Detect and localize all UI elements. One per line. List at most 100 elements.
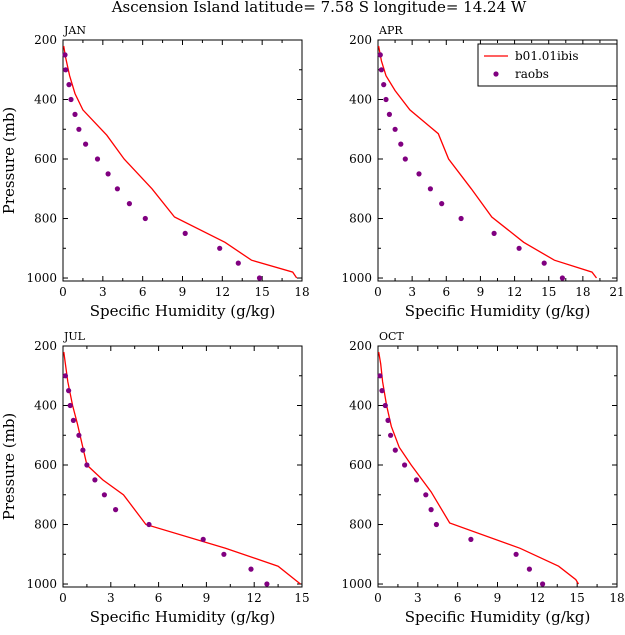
x-tick-label: 12 <box>507 285 522 299</box>
x-tick-label: 12 <box>215 285 230 299</box>
obs-point <box>248 566 254 572</box>
y-tick-label: 600 <box>34 458 57 472</box>
panel-label: OCT <box>379 330 404 343</box>
y-tick-label: 1000 <box>26 577 57 591</box>
obs-point <box>62 373 68 379</box>
obs-point <box>423 492 429 498</box>
figure-title: Ascension Island latitude= 7.58 S longit… <box>111 0 527 16</box>
obs-point <box>83 141 89 147</box>
obs-point <box>468 536 474 543</box>
legend: b01.01ibis raobs <box>477 43 618 87</box>
obs-point <box>428 507 434 513</box>
y-tick-label: 400 <box>349 93 372 107</box>
obs-point <box>67 402 73 409</box>
obs-point <box>433 521 439 528</box>
obs-point <box>126 201 132 207</box>
x-tick-label: 12 <box>247 591 262 605</box>
y-tick-label: 800 <box>34 518 57 532</box>
x-tick-label: 9 <box>203 591 211 605</box>
obs-point <box>378 67 384 73</box>
x-tick-label: 15 <box>541 285 556 299</box>
y-tick-label: 800 <box>349 212 372 226</box>
plot-frame <box>377 345 618 588</box>
obs-point <box>379 388 385 394</box>
x-tick-label: 3 <box>99 285 107 299</box>
model-profile-line <box>377 45 598 279</box>
obs-point <box>221 551 227 557</box>
obs-point <box>200 536 206 543</box>
x-tick-label: 15 <box>570 591 585 605</box>
obs-point <box>76 432 82 438</box>
obs-point <box>513 551 519 557</box>
x-axis-label: Specific Humidity (g/kg) <box>405 302 591 320</box>
x-tick-label: 0 <box>374 285 382 299</box>
x-tick-label: 6 <box>442 285 450 299</box>
obs-point <box>114 186 120 192</box>
obs-point <box>142 215 148 222</box>
y-axis-label: Pressure (mb) <box>0 107 18 215</box>
obs-point <box>80 447 86 453</box>
panel-label: APR <box>378 24 403 37</box>
y-tick-label: 800 <box>34 212 57 226</box>
obs-point <box>439 201 445 207</box>
obs-point <box>383 96 389 103</box>
obs-point <box>413 477 420 483</box>
obs-point <box>427 186 433 192</box>
x-axis-label: Specific Humidity (g/kg) <box>405 608 591 626</box>
obs-point <box>72 111 78 117</box>
plot-frame <box>62 345 303 588</box>
obs-point <box>66 82 72 88</box>
obs-point <box>92 477 98 483</box>
obs-point <box>235 260 241 266</box>
obs-point <box>559 275 566 281</box>
y-tick-label: 1000 <box>26 271 57 285</box>
panel-jul: 0 3 6 9 12 15 200 400 600 800 1000 JUL Specific Humi… <box>0 330 310 626</box>
x-tick-label: 3 <box>107 591 115 605</box>
legend-label-model: b01.01ibis <box>515 49 579 63</box>
obs-point <box>377 373 383 379</box>
x-tick-label: 21 <box>609 285 624 299</box>
obs-point <box>398 141 404 147</box>
x-tick-label: 6 <box>139 285 147 299</box>
obs-point <box>381 82 387 88</box>
y-tick-label: 200 <box>349 339 372 353</box>
x-tick-label: 3 <box>414 591 422 605</box>
obs-point <box>388 432 394 438</box>
y-axis-label: Pressure (mb) <box>0 413 18 521</box>
obs-point <box>146 521 152 528</box>
x-tick-label: 6 <box>155 591 163 605</box>
obs-point <box>491 230 497 236</box>
obs-point <box>70 417 76 423</box>
y-tick-label: 200 <box>34 33 57 47</box>
obs-point <box>68 96 74 103</box>
y-tick-label: 400 <box>34 93 57 107</box>
obs-point <box>526 566 533 572</box>
x-tick-label: 12 <box>530 591 545 605</box>
obs-point <box>62 52 68 58</box>
panel-apr: 0 3 6 9 12 15 18 21 200 400 600 800 1000 APR Specific … <box>341 24 624 320</box>
obs-point <box>392 126 398 132</box>
x-axis-label: Specific Humidity (g/kg) <box>90 302 276 320</box>
obs-point <box>256 275 263 281</box>
panel-label: JUL <box>63 330 86 343</box>
obs-point <box>101 492 107 498</box>
obs-point <box>63 67 69 73</box>
panel-oct: 0 3 6 9 12 15 18 200 400 600 800 1000 OCT Specific Hu… <box>341 330 624 626</box>
obs-point <box>182 230 188 236</box>
model-profile-line <box>63 351 301 585</box>
model-profile-line <box>378 351 580 585</box>
x-tick-label: 9 <box>494 591 502 605</box>
obs-point <box>66 388 72 394</box>
obs-point <box>402 156 408 162</box>
panel-jan: 0 3 6 9 12 15 18 200 400 600 800 1000 JAN Specific Hu… <box>0 24 310 320</box>
obs-point <box>217 245 223 251</box>
obs-point <box>382 402 388 409</box>
obs-point <box>416 171 422 177</box>
x-tick-label: 9 <box>477 285 485 299</box>
x-tick-label: 0 <box>374 591 382 605</box>
obs-point <box>386 111 392 117</box>
obs-point <box>105 171 111 177</box>
y-tick-label: 200 <box>349 33 372 47</box>
